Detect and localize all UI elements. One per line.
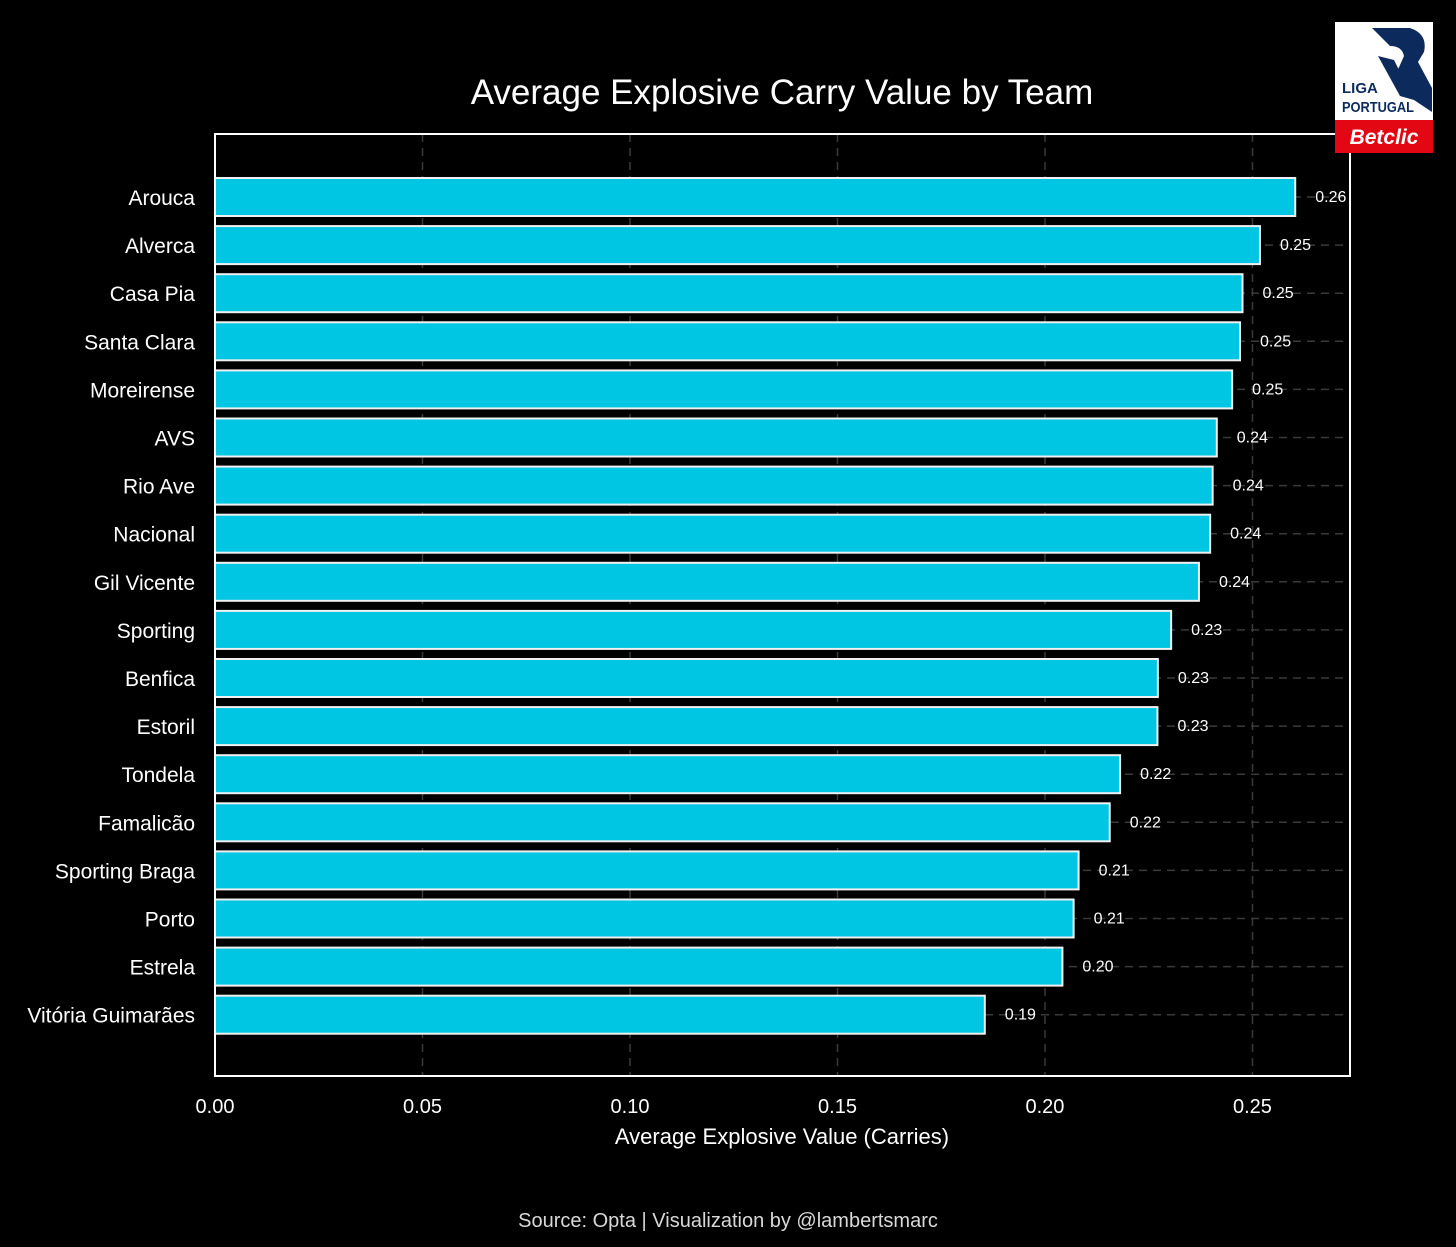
x-tick-label: 0.25 [1233, 1096, 1272, 1118]
bar [214, 994, 986, 1035]
x-tick-label: 0.15 [818, 1096, 857, 1118]
category-label: Casa Pia [110, 283, 196, 306]
bar-value-label: 0.24 [1233, 478, 1264, 495]
bar [214, 177, 1297, 217]
bar [214, 946, 1064, 987]
bar [214, 850, 1080, 891]
category-label: Arouca [128, 187, 195, 210]
bar [214, 706, 1159, 747]
bar-value-label: 0.24 [1219, 574, 1250, 591]
category-label: Moreirense [90, 379, 195, 402]
bar [214, 369, 1234, 410]
category-label: Gil Vicente [94, 572, 195, 595]
category-label: Benfica [125, 668, 195, 691]
bar-value-label: 0.25 [1280, 237, 1311, 254]
x-tick-label: 0.20 [1026, 1096, 1065, 1118]
chart-title: Average Explosive Carry Value by Team [471, 73, 1094, 112]
bar [214, 225, 1261, 266]
bar-value-label: 0.23 [1178, 670, 1209, 687]
logo-mark-stripe [1378, 56, 1414, 100]
category-label: Estoril [137, 716, 195, 739]
logo-mark [1372, 28, 1432, 112]
category-label: Sporting Braga [55, 860, 195, 883]
bar-value-label: 0.26 [1315, 189, 1346, 206]
category-label: Rio Ave [123, 476, 195, 499]
category-label: Tondela [121, 764, 195, 787]
bar-value-label: 0.23 [1191, 622, 1222, 639]
bar [214, 417, 1218, 458]
category-label: Vitória Guimarães [27, 1005, 195, 1028]
x-tick-labels: 0.00 0.05 0.10 0.15 0.20 0.25 [196, 1096, 1272, 1118]
bar-value-label: 0.21 [1099, 862, 1130, 879]
category-label: Porto [145, 909, 195, 932]
category-label: AVS [155, 428, 195, 451]
bar [214, 609, 1173, 650]
bars [214, 177, 1297, 1035]
bar-value-label: 0.22 [1140, 766, 1171, 783]
category-label: Sporting [117, 620, 195, 643]
bar [214, 802, 1111, 843]
category-label: Nacional [113, 524, 195, 547]
logo-sponsor: Betclic [1350, 126, 1419, 149]
bar-value-label: 0.24 [1230, 526, 1261, 543]
bar-value-label: 0.20 [1082, 959, 1113, 976]
x-tick-label: 0.05 [403, 1096, 442, 1118]
logo-line-2: PORTUGAL [1342, 99, 1414, 116]
bar-value-label: 0.25 [1260, 333, 1291, 350]
category-label: Santa Clara [84, 331, 195, 354]
plot-frame [214, 133, 1351, 1077]
x-axis-label: Average Explosive Value (Carries) [615, 1124, 949, 1149]
bar-value-label: 0.24 [1237, 430, 1268, 447]
category-labels: Arouca Alverca Casa Pia Santa Clara Moreiren… [27, 187, 195, 1028]
bar [214, 658, 1159, 698]
bar [214, 561, 1200, 602]
category-label: Famalicão [98, 812, 195, 835]
source-credit: Source: Opta | Visualization by @lambert… [518, 1210, 938, 1232]
bar [214, 898, 1075, 939]
bar [214, 513, 1212, 554]
bar-value-label: 0.22 [1130, 814, 1161, 831]
bar-value-label: 0.23 [1177, 718, 1208, 735]
bar [214, 754, 1122, 795]
bar-value-label: 0.21 [1094, 911, 1125, 928]
bar [214, 321, 1242, 362]
logo-line-1: LIGA [1342, 80, 1378, 97]
bar-value-label: 0.25 [1252, 381, 1283, 398]
bar [214, 465, 1214, 506]
category-label: Alverca [125, 235, 195, 258]
x-tick-label: 0.10 [611, 1096, 650, 1118]
bar-value-label: 0.19 [1005, 1007, 1036, 1024]
liga-portugal-betclic-logo: LIGA PORTUGAL Betclic [1335, 22, 1433, 153]
logo-sponsor-band [1335, 120, 1433, 153]
x-tick-label: 0.00 [196, 1096, 235, 1118]
value-labels: 0.26 0.25 0.25 0.25 0.25 0.24 0.24 0.24 0.24 0.23… [1005, 189, 1347, 1024]
bar [214, 273, 1244, 314]
category-label: Estrela [130, 957, 196, 980]
bar-value-label: 0.25 [1263, 285, 1294, 302]
